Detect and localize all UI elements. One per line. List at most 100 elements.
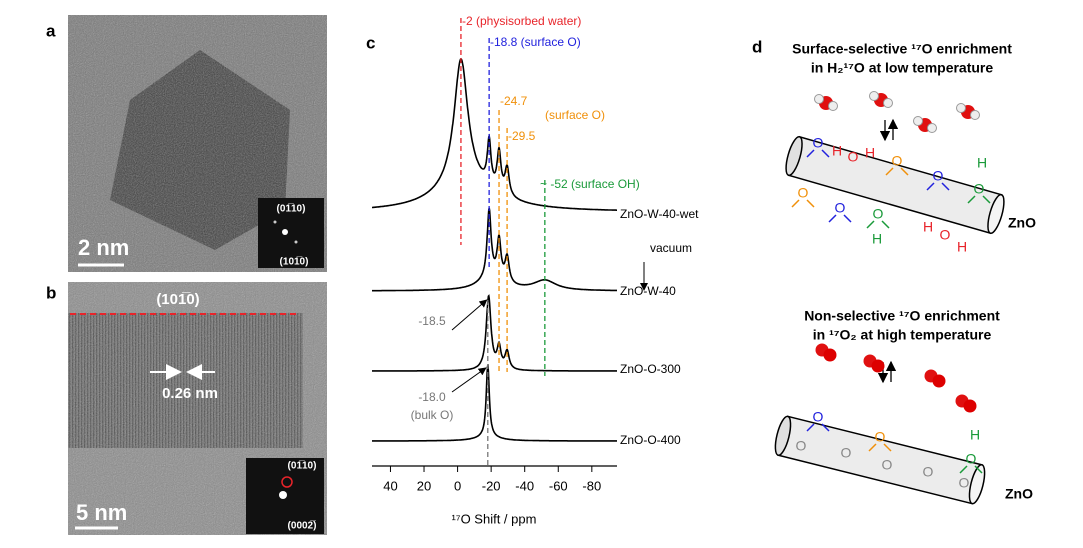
atom-label: H — [865, 145, 875, 161]
annotation: -2 (physisorbed water) — [462, 14, 581, 28]
atom-label: O — [966, 451, 977, 467]
atom-label: H — [832, 143, 842, 159]
atom-label: H — [923, 219, 933, 235]
bond — [982, 195, 991, 204]
annotation: -18.8 (surface O) — [490, 35, 581, 49]
scheme-title: in H₂¹⁷O at low temperature — [811, 60, 994, 76]
atom-label: H — [970, 427, 980, 443]
atom-label: H — [977, 155, 987, 171]
spectrum — [372, 207, 617, 292]
marker-arrow — [451, 367, 487, 393]
hydrogen — [927, 123, 937, 133]
fft-spot — [294, 240, 298, 244]
series-label: ZnO-W-40-wet — [620, 207, 699, 221]
annotation: ~ -52 (surface OH) — [540, 177, 640, 191]
atom-label: O — [875, 429, 886, 445]
bond — [926, 182, 935, 191]
x-axis-title: ¹⁷O Shift / ppm — [452, 511, 537, 526]
oxygen — [963, 399, 977, 413]
fft-spot — [282, 229, 288, 235]
atom-label: O — [882, 457, 893, 473]
bond — [900, 167, 909, 176]
bond — [828, 214, 837, 223]
scheme-title: Surface-selective ¹⁷O enrichment — [792, 41, 1012, 57]
fft-label: (01̅10) — [277, 203, 306, 215]
bond — [843, 214, 852, 223]
fft-label: (101̅0) — [280, 256, 309, 268]
hydrogen — [828, 101, 838, 111]
bond — [959, 465, 968, 474]
bond — [883, 443, 892, 452]
annotation: (surface O) — [545, 108, 605, 122]
atom-label: O — [848, 149, 859, 165]
annotation: -18.0 — [418, 390, 446, 404]
rod — [785, 135, 1005, 235]
x-tick-label: 20 — [417, 478, 431, 493]
atom-label: H — [957, 239, 967, 255]
oxygen — [871, 359, 885, 373]
atom-label: H — [872, 231, 882, 247]
scheme-title: Non-selective ¹⁷O enrichment — [804, 308, 1000, 324]
atom-label: O — [835, 200, 846, 216]
hydrogen — [883, 98, 893, 108]
spectrum — [372, 57, 617, 211]
scheme-title: in ¹⁷O₂ at high temperature — [813, 327, 992, 343]
panel-b: b (101̅0) 0.26 nm 5 nm (01̅10) (0002̅) — [46, 282, 327, 535]
x-tick-label: -40 — [515, 478, 534, 493]
bond — [941, 182, 950, 191]
fft-label: (01̅10) — [288, 460, 317, 472]
annotation: -29.5 — [508, 129, 536, 143]
annotation: (bulk O) — [411, 408, 454, 422]
bond — [806, 199, 815, 208]
hydrogen — [956, 103, 966, 113]
fft-inset — [258, 198, 324, 268]
spectrum — [372, 294, 617, 372]
atom-label: O — [873, 206, 884, 222]
atom-label: O — [940, 227, 951, 243]
atom-label: O — [841, 445, 852, 461]
bond — [791, 199, 800, 208]
fft-spot — [273, 220, 277, 224]
bond — [821, 149, 830, 158]
x-tick-label: -60 — [549, 478, 568, 493]
annotation: -24.7 — [500, 94, 528, 108]
bond — [806, 149, 815, 158]
scale-label: 2 nm — [78, 235, 129, 260]
series-label: ZnO-W-40 — [620, 284, 676, 298]
spectrum — [372, 363, 617, 442]
scale-label: 5 nm — [76, 500, 127, 525]
atom-label: O — [933, 168, 944, 184]
atom-label: O — [796, 438, 807, 454]
rod-label: ZnO — [1005, 486, 1033, 502]
oxygen — [823, 348, 837, 362]
spacing-label: 0.26 nm — [162, 385, 218, 402]
plane-label: (101̅0) — [156, 291, 199, 308]
panel-a: a 2 nm (01̅10) (101̅0) — [46, 15, 327, 272]
panel-label: c — [366, 33, 375, 52]
hydrogen — [913, 116, 923, 126]
bond — [821, 423, 830, 432]
panel-label: a — [46, 21, 56, 40]
hydrogen — [814, 94, 824, 104]
x-tick-label: 40 — [383, 478, 397, 493]
panel-d: d Surface-selective ¹⁷O enrichment in H₂… — [752, 37, 1036, 505]
oxygen — [932, 374, 946, 388]
atom-label: O — [813, 135, 824, 151]
series-label: ZnO-O-300 — [620, 362, 681, 376]
fft-label: (0002̅) — [288, 520, 317, 532]
panel-label: d — [752, 37, 762, 56]
x-tick-label: 0 — [454, 478, 461, 493]
arrow-label: vacuum — [650, 241, 692, 255]
bond — [866, 220, 875, 229]
atom-label: O — [798, 185, 809, 201]
atom-label: O — [813, 409, 824, 425]
series-label: ZnO-O-400 — [620, 433, 681, 447]
panel-label: b — [46, 283, 56, 302]
atom-label: O — [892, 153, 903, 169]
hydrogen — [869, 91, 879, 101]
marker-arrow — [451, 299, 488, 331]
rod — [774, 415, 986, 505]
x-tick-label: -20 — [482, 478, 501, 493]
bond — [806, 423, 815, 432]
